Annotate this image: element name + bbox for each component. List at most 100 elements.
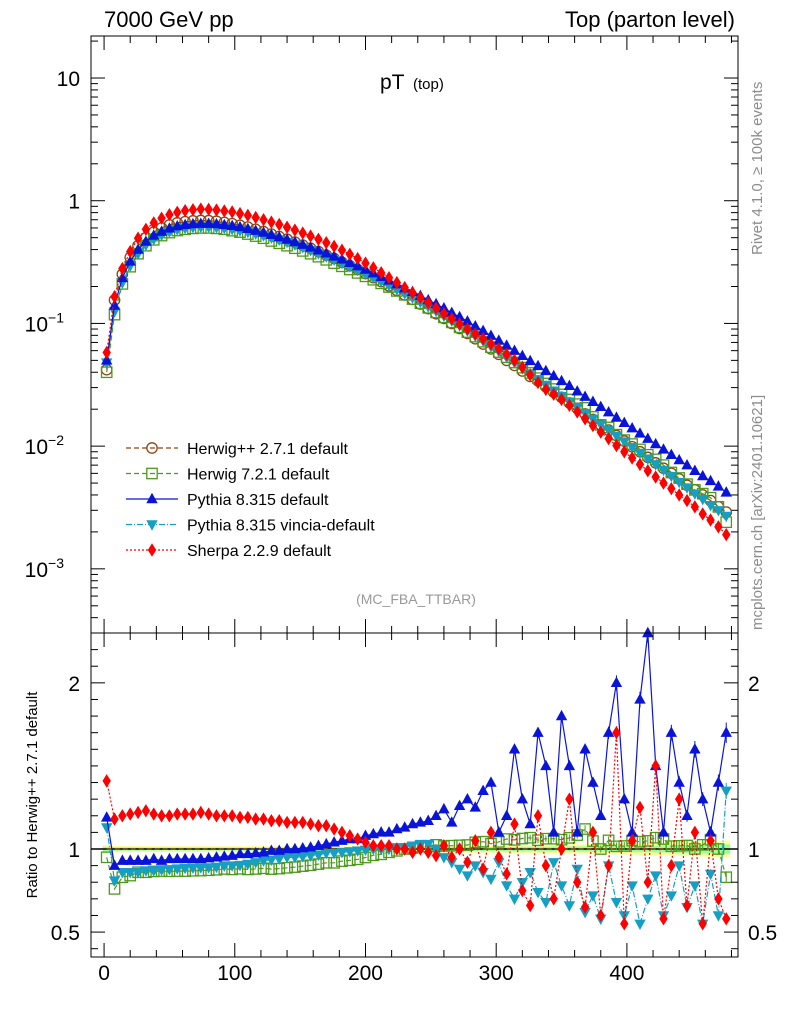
data-point-pythia bbox=[469, 319, 481, 331]
data-point-pythia bbox=[148, 229, 160, 240]
ratio-point-sherpa bbox=[102, 774, 111, 788]
ratio-point-sherpa bbox=[447, 850, 456, 865]
y-tick-base: 10 bbox=[25, 313, 48, 336]
ratio-point-pythia bbox=[453, 799, 466, 810]
ratio-point-vincia bbox=[108, 876, 121, 887]
ratio-point-vincia bbox=[720, 786, 732, 798]
ratio-series-vincia bbox=[100, 782, 732, 930]
ratio-point-pythia bbox=[108, 859, 121, 870]
ratio-point-pythia bbox=[438, 802, 450, 814]
data-point-sherpa bbox=[643, 464, 653, 478]
data-point-sherpa bbox=[110, 290, 119, 304]
data-point-pythia bbox=[720, 486, 732, 497]
data-point-pythia bbox=[524, 354, 536, 366]
data-point-sherpa bbox=[157, 211, 166, 225]
ratio-point-pythia bbox=[485, 776, 497, 787]
ratio-point-sherpa bbox=[690, 825, 700, 840]
ratio-point-sherpa bbox=[416, 842, 425, 856]
ratio-point-vincia bbox=[469, 861, 481, 872]
data-point-sherpa bbox=[682, 493, 692, 508]
data-point-vincia bbox=[697, 494, 709, 506]
ratio-point-pythia bbox=[289, 842, 301, 854]
data-point-sherpa bbox=[471, 327, 480, 341]
ratio-point-sherpa bbox=[573, 875, 582, 889]
data-point-pythia bbox=[634, 427, 646, 438]
legend-marker-herwig7 bbox=[146, 467, 158, 480]
ratio-point-pythia bbox=[602, 726, 615, 737]
x-tick-label: 300 bbox=[479, 962, 514, 985]
data-point-sherpa bbox=[204, 202, 213, 217]
ratio-point-vincia bbox=[100, 823, 113, 834]
data-point-pythia bbox=[155, 225, 168, 236]
ratio-point-sherpa bbox=[126, 807, 135, 821]
data-point-sherpa bbox=[243, 208, 253, 223]
legend-marker-vincia bbox=[146, 520, 158, 531]
data-point-pythia bbox=[673, 453, 685, 465]
data-point-sherpa bbox=[549, 387, 558, 401]
ratio-point-pythia bbox=[642, 626, 654, 638]
ratio-frame bbox=[90, 632, 739, 958]
ratio-point-pythia bbox=[673, 776, 685, 787]
data-point-pythia bbox=[665, 448, 678, 459]
ratio-point-vincia bbox=[297, 852, 309, 863]
x-tick-label: 200 bbox=[348, 962, 383, 985]
ratio-point-herwig7 bbox=[712, 843, 725, 855]
data-point-sherpa bbox=[227, 205, 237, 219]
legend-label-vincia: Pythia 8.315 vincia-default bbox=[187, 518, 375, 535]
ratio-point-sherpa bbox=[565, 792, 574, 806]
ratio-point-sherpa bbox=[400, 842, 409, 856]
ratio-point-sherpa bbox=[251, 812, 260, 826]
ratio-point-pythia bbox=[202, 851, 215, 863]
ratio-point-sherpa bbox=[463, 855, 472, 869]
data-point-pythia bbox=[610, 411, 623, 422]
data-point-pythia bbox=[642, 432, 654, 443]
y-tick-label: 10−1 bbox=[25, 309, 65, 336]
y-tick-label: 10 bbox=[57, 68, 80, 91]
data-point-vincia bbox=[602, 425, 615, 437]
legend-label-herwig7: Herwig 7.2.1 default bbox=[187, 467, 330, 484]
mcplots-label: mcplots.cern.ch [arXiv:2401.10621] bbox=[749, 395, 766, 630]
ratio-point-vincia bbox=[116, 868, 129, 879]
ratio-point-herwig7 bbox=[500, 833, 513, 845]
ratio-point-sherpa bbox=[604, 858, 613, 873]
ratio-point-pythia bbox=[163, 852, 176, 864]
data-point-sherpa bbox=[298, 226, 307, 240]
ratio-point-sherpa bbox=[392, 842, 402, 856]
data-point-pythia bbox=[218, 218, 231, 230]
data-point-vincia bbox=[657, 465, 670, 477]
ratio-point-sherpa bbox=[706, 833, 715, 848]
data-point-pythia bbox=[493, 334, 505, 345]
ratio-y-label: Ratio to Herwig++ 2.7.1 default bbox=[24, 691, 41, 899]
ratio-point-sherpa bbox=[525, 898, 535, 913]
ratio-point-pythia bbox=[187, 852, 199, 864]
ratio-point-vincia bbox=[563, 901, 576, 912]
data-point-sherpa bbox=[533, 375, 543, 390]
y-tick-base: 10 bbox=[25, 559, 48, 582]
data-point-pythia bbox=[234, 220, 246, 232]
ratio-point-pythia bbox=[555, 709, 568, 721]
ratio-axis-ticks: 2 2 1 1 0.5 0.5 0 100 200 300 400 bbox=[51, 633, 777, 985]
data-point-sherpa bbox=[706, 513, 715, 527]
data-point-vincia bbox=[634, 448, 646, 460]
data-point-sherpa bbox=[463, 322, 472, 336]
ratio-point-sherpa bbox=[596, 908, 605, 923]
ratio-y-tick-label-left: 2 bbox=[68, 673, 80, 696]
data-point-pythia bbox=[477, 324, 489, 336]
y-tick-exponent: −1 bbox=[48, 309, 64, 325]
data-point-sherpa bbox=[118, 261, 127, 276]
ratio-point-sherpa bbox=[549, 892, 558, 906]
data-point-vincia bbox=[618, 437, 630, 448]
data-point-vincia bbox=[704, 501, 717, 512]
data-point-sherpa bbox=[565, 398, 574, 413]
data-point-sherpa bbox=[337, 243, 347, 257]
ratio-point-pythia bbox=[249, 846, 262, 858]
ratio-point-sherpa bbox=[188, 807, 198, 821]
data-point-pythia bbox=[312, 244, 325, 255]
ratio-point-sherpa bbox=[361, 835, 370, 850]
ratio-point-sherpa bbox=[424, 845, 433, 860]
ratio-point-sherpa bbox=[627, 833, 637, 848]
data-point-pythia bbox=[273, 230, 285, 242]
data-point-pythia bbox=[657, 443, 670, 454]
data-point-sherpa bbox=[494, 342, 504, 356]
